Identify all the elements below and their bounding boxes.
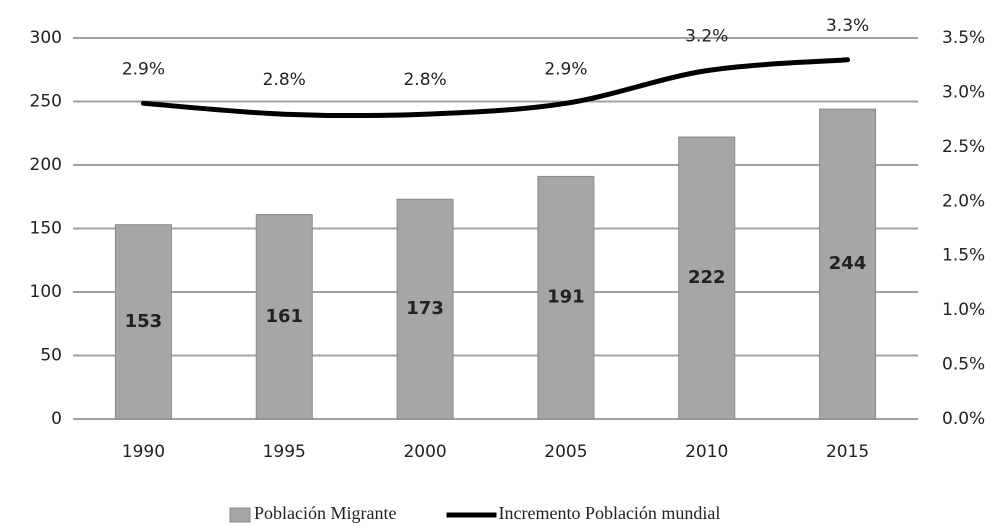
y-tick-label: 300 [30, 28, 62, 48]
line [140, 57, 851, 119]
legend: Población Migrante Incremento Población m… [229, 503, 720, 523]
bar-value-label: 153 [125, 311, 163, 332]
y2-tick-label: 2.5% [942, 137, 985, 157]
x-tick-label: 2010 [685, 442, 728, 462]
y2-tick-label: 2.0% [942, 191, 985, 211]
y-tick-label: 100 [30, 282, 62, 302]
bar [255, 214, 313, 420]
y-tick-label: 150 [30, 219, 62, 239]
x-tick-label: 2000 [403, 442, 446, 462]
x-tick-label: 1990 [122, 442, 165, 462]
x-tick-label: 1995 [263, 442, 306, 462]
line-value-label: 2.9% [544, 59, 587, 79]
legend-swatch [229, 507, 251, 523]
bar-value-label: 161 [265, 306, 303, 327]
line-value-label: 2.9% [122, 59, 165, 79]
bar-value-label: 222 [688, 267, 726, 288]
bar-value-label: 173 [406, 298, 444, 319]
y-tick-label: 50 [40, 346, 62, 366]
y2-tick-label: 0.5% [942, 355, 985, 375]
y2-tick-label: 3.0% [942, 82, 985, 102]
bar-value-label: 191 [547, 287, 585, 308]
bar [537, 175, 595, 420]
bar [819, 108, 877, 420]
bar [396, 198, 454, 420]
bar [678, 136, 736, 420]
y-tick-label: 0 [51, 409, 62, 429]
line-value-label: 2.8% [263, 70, 306, 90]
y2-tick-label: 1.0% [942, 300, 985, 320]
line-value-label: 3.3% [826, 16, 869, 36]
legend-label: Incremento Población mundial [498, 503, 720, 523]
legend-label: Población Migrante [254, 503, 396, 523]
x-tick-label: 2015 [826, 442, 869, 462]
y2-tick-label: 3.5% [942, 28, 985, 48]
y2-tick-label: 1.5% [942, 246, 985, 266]
bar-value-label: 244 [829, 253, 867, 274]
y2-tick-label: 0.0% [942, 409, 985, 429]
bar [114, 224, 172, 420]
line-value-label: 3.2% [685, 27, 728, 47]
y-tick-label: 200 [30, 155, 62, 175]
x-tick-label: 2005 [544, 442, 587, 462]
y-tick-label: 250 [30, 92, 62, 112]
line-value-label: 2.8% [403, 70, 446, 90]
